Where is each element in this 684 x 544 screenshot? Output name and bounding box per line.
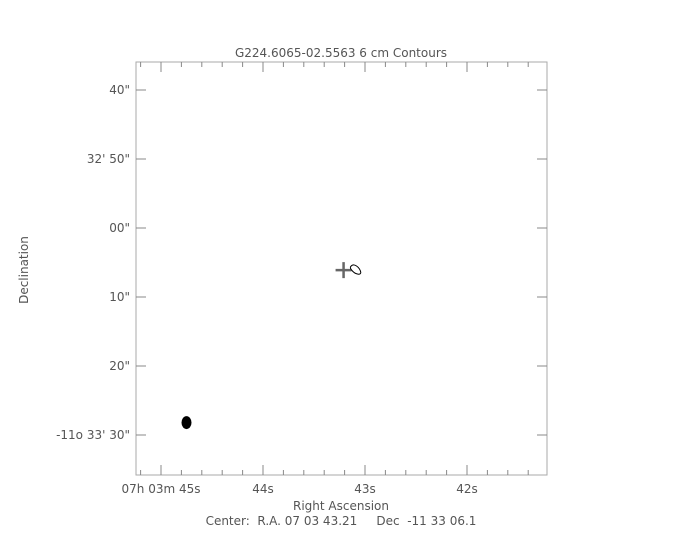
plot-frame [135, 61, 548, 476]
axis-ticks [136, 62, 547, 475]
x-tick-label: 43s [354, 482, 376, 496]
beam-ellipse [181, 416, 192, 430]
center-marker-plus [335, 262, 352, 279]
contour-level [349, 264, 362, 275]
chart-title: G224.6065-02.5563 6 cm Contours [235, 46, 447, 60]
data-marks [181, 262, 362, 430]
x-axis-label: Right Ascension [293, 499, 389, 513]
x-tick-labels: 07h 03m 45s 44s 43s 42s [122, 482, 478, 496]
x-tick-label: 42s [456, 482, 478, 496]
y-axis-label: Declination [17, 236, 31, 304]
y-tick-label: 10" [109, 290, 130, 304]
y-tick-label: -11o 33' 30" [56, 428, 130, 442]
y-tick-label: 20" [109, 359, 130, 373]
y-tick-label: 32' 50" [87, 152, 130, 166]
y-tick-label: 00" [109, 221, 130, 235]
x-tick-label: 44s [252, 482, 274, 496]
y-tick-label: 40" [109, 83, 130, 97]
x-tick-label: 07h 03m 45s [122, 482, 201, 496]
footer-center-coords: Center: R.A. 07 03 43.21 Dec -11 33 06.1 [206, 514, 477, 528]
y-tick-labels: 40" 32' 50" 00" 10" 20" -11o 33' 30" [56, 83, 130, 442]
